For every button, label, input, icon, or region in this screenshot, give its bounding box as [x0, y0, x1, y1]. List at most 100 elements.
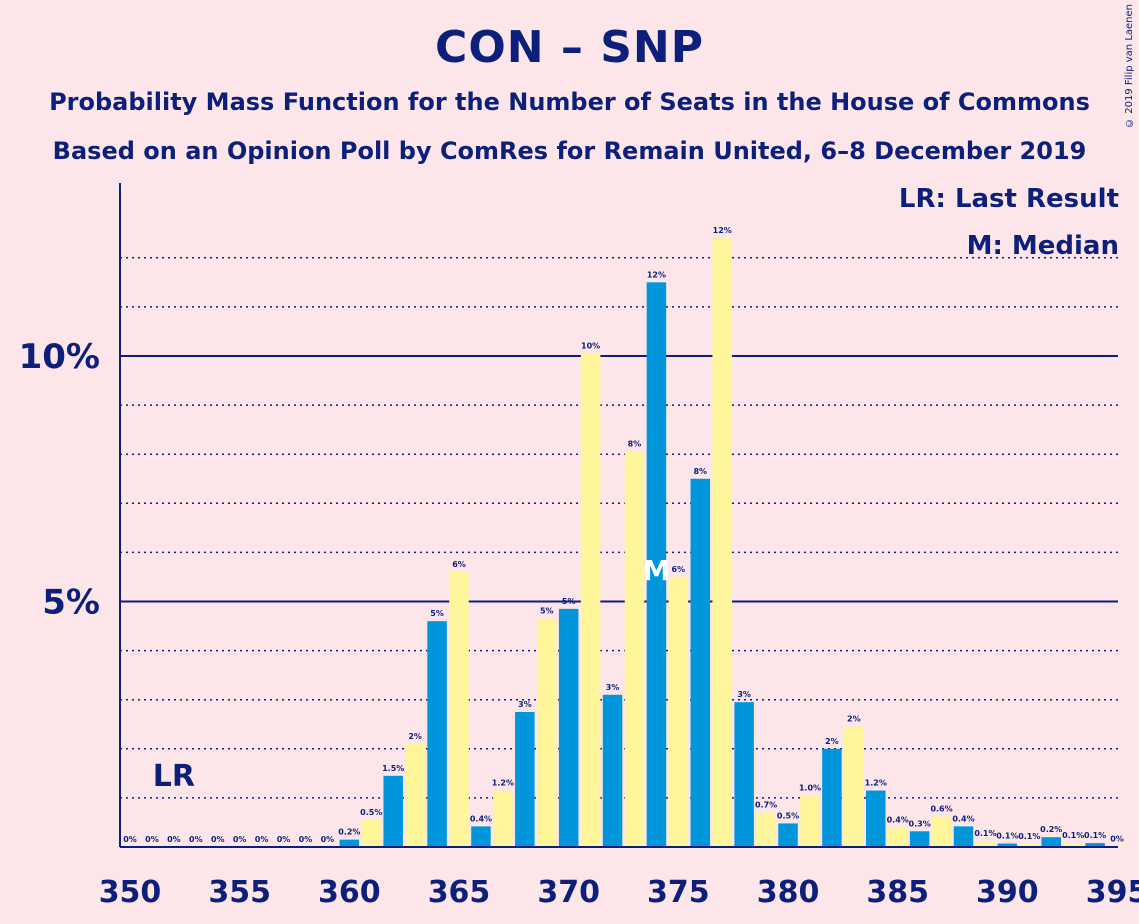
x-tick-label: 390	[976, 875, 1039, 910]
x-tick-label: 370	[537, 875, 600, 910]
bar-375	[668, 576, 689, 847]
data-label-376: 8%	[693, 467, 707, 476]
bar-369	[536, 618, 557, 847]
bar-392	[1041, 837, 1061, 847]
data-label-350: 0%	[123, 835, 137, 844]
data-label-351: 0%	[145, 835, 159, 844]
data-label-389: 0.1%	[974, 829, 996, 838]
x-tick-label: 395	[1086, 875, 1139, 910]
bar-389	[975, 841, 996, 847]
bar-374	[646, 282, 667, 848]
bar-386	[909, 831, 930, 847]
last-result-marker: LR	[153, 759, 195, 794]
data-label-380: 0.5%	[777, 811, 799, 820]
data-label-385: 0.4%	[887, 815, 909, 824]
bar-377	[712, 238, 732, 847]
data-label-359: 0%	[321, 835, 335, 844]
bar-373	[624, 451, 645, 847]
data-label-374: 12%	[647, 270, 666, 279]
bar-394	[1085, 843, 1105, 847]
bar-384	[866, 790, 886, 847]
data-label-372: 3%	[606, 683, 620, 692]
bar-371	[580, 353, 601, 847]
bar-379	[756, 812, 776, 847]
data-label-360: 0.2%	[338, 828, 360, 837]
data-label-382: 2%	[825, 737, 839, 746]
data-label-367: 1.2%	[492, 779, 514, 788]
data-label-383: 2%	[847, 715, 861, 724]
bar-391	[1019, 844, 1040, 847]
bar-361	[361, 819, 382, 847]
bar-383	[844, 726, 864, 847]
bar-370	[558, 608, 579, 847]
x-tick-label: 360	[318, 875, 381, 910]
y-tick-label: 5%	[42, 583, 100, 623]
data-label-381: 1.0%	[799, 783, 821, 792]
data-label-356: 0%	[255, 835, 269, 844]
bar-366	[471, 826, 491, 847]
x-tick-label: 355	[208, 875, 271, 910]
data-label-364: 5%	[430, 609, 444, 618]
y-tick-label: 10%	[19, 337, 100, 377]
data-label-357: 0%	[277, 835, 291, 844]
data-label-352: 0%	[167, 835, 181, 844]
data-label-378: 3%	[737, 690, 751, 699]
bar-364	[427, 621, 447, 847]
bar-385	[887, 827, 908, 847]
x-tick-label: 380	[757, 875, 820, 910]
data-label-379: 0.7%	[755, 801, 777, 810]
data-label-368: 3%	[518, 700, 532, 709]
data-label-355: 0%	[233, 835, 247, 844]
data-label-391: 0.1%	[1018, 832, 1040, 841]
chart-subtitle-2: Based on an Opinion Poll by ComRes for R…	[52, 137, 1087, 165]
bar-363	[405, 743, 425, 847]
data-label-387: 0.6%	[930, 805, 952, 814]
data-label-362: 1.5%	[382, 764, 404, 773]
bar-393	[1063, 843, 1083, 847]
data-label-386: 0.3%	[909, 819, 931, 828]
chart-subtitle-1: Probability Mass Function for the Number…	[49, 88, 1090, 116]
bar-387	[931, 816, 952, 847]
bar-368	[515, 711, 535, 847]
data-label-384: 1.2%	[865, 779, 887, 788]
data-label-373: 8%	[628, 440, 642, 449]
bar-382	[822, 748, 842, 847]
data-label-365: 6%	[452, 560, 466, 569]
data-label-363: 2%	[408, 732, 422, 741]
data-label-369: 5%	[540, 607, 554, 616]
data-label-375: 6%	[672, 565, 686, 574]
data-label-354: 0%	[211, 835, 225, 844]
data-label-370: 5%	[562, 597, 576, 606]
bar-367	[493, 790, 513, 847]
data-label-361: 0.5%	[360, 808, 382, 817]
bar-390	[997, 843, 1018, 847]
legend-median: M: Median	[966, 231, 1119, 261]
bar-365	[449, 572, 469, 847]
bar-362	[383, 775, 403, 847]
data-label-390: 0.1%	[996, 832, 1018, 841]
data-label-371: 10%	[581, 342, 600, 351]
bar-376	[690, 478, 711, 847]
data-label-353: 0%	[189, 835, 203, 844]
x-tick-label: 375	[647, 875, 710, 910]
data-label-392: 0.2%	[1040, 825, 1062, 834]
legend-last-result: LR: Last Result	[898, 184, 1119, 214]
chart-title: CON – SNP	[435, 22, 704, 73]
x-tick-label: 350	[99, 875, 162, 910]
bar-388	[953, 826, 974, 847]
data-label-377: 12%	[713, 226, 732, 235]
data-label-366: 0.4%	[470, 814, 492, 823]
bar-372	[602, 694, 623, 847]
data-label-393: 0.1%	[1062, 831, 1084, 840]
x-tick-label: 365	[428, 875, 491, 910]
bar-380	[778, 823, 798, 847]
bar-378	[734, 702, 754, 847]
data-label-388: 0.4%	[952, 814, 974, 823]
x-tick-label: 385	[866, 875, 929, 910]
median-marker: M	[642, 554, 670, 587]
data-label-395: 0%	[1110, 835, 1124, 844]
bar-360	[339, 839, 360, 847]
data-label-358: 0%	[299, 835, 313, 844]
data-label-394: 0.1%	[1084, 831, 1106, 840]
